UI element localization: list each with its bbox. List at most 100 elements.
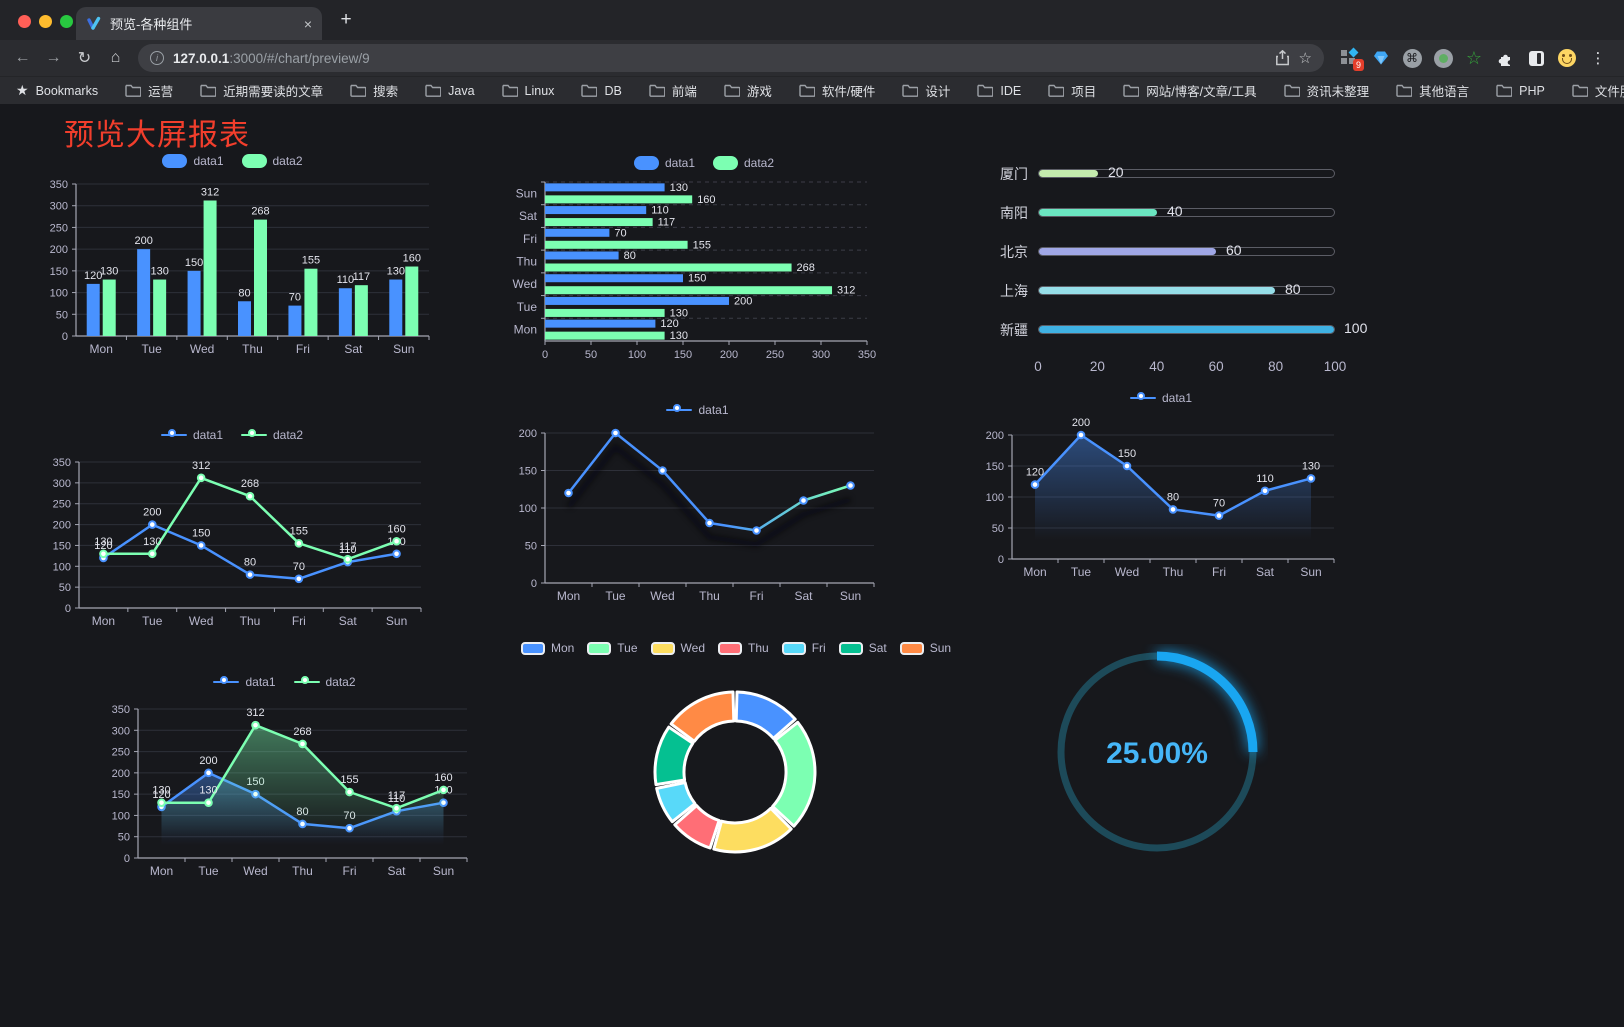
- svg-text:130: 130: [387, 266, 405, 278]
- bookmark-folder-2[interactable]: 搜索: [350, 81, 398, 100]
- bookmark-folder-12[interactable]: 网站/博客/文章/工具: [1123, 81, 1257, 100]
- address-bar[interactable]: i 127.0.0.1:3000/#/chart/preview/9 ☆: [138, 44, 1324, 72]
- svg-text:268: 268: [293, 726, 311, 738]
- legend-item-Sat[interactable]: Sat: [838, 641, 887, 655]
- extension-area: 9 ⌘ ☆ ⋮: [1332, 47, 1616, 71]
- legend-item-data1[interactable]: data1: [162, 154, 224, 168]
- legend-item-Thu[interactable]: Thu: [718, 641, 769, 655]
- legend-item-Mon[interactable]: Mon: [520, 641, 574, 655]
- line-two-canvas: 0 50 100 150 200 250 300 350 Mon Tue Wed Thu Fri Sat S…: [53, 457, 422, 628]
- svg-text:Sun: Sun: [1300, 565, 1321, 579]
- forward-icon[interactable]: →: [45, 49, 62, 66]
- svg-text:200: 200: [734, 295, 752, 307]
- svg-text:120: 120: [660, 318, 678, 330]
- close-window-button[interactable]: [18, 15, 31, 28]
- page-title: 预览大屏报表: [64, 119, 250, 152]
- emoji-extension-icon[interactable]: [1557, 48, 1577, 68]
- extension-record-icon[interactable]: [1433, 48, 1453, 68]
- bookmark-folder-3[interactable]: Java: [425, 81, 475, 100]
- legend-item-Wed[interactable]: Wed: [650, 641, 705, 655]
- bookmark-folder-11[interactable]: 项目: [1048, 81, 1096, 100]
- legend-item-Tue[interactable]: Tue: [587, 641, 638, 655]
- legend-item-data1[interactable]: data1: [666, 403, 729, 417]
- bookmark-folder-0[interactable]: 运营: [125, 81, 173, 100]
- svg-text:Mon: Mon: [90, 342, 113, 356]
- site-info-icon[interactable]: i: [150, 51, 164, 65]
- folder-icon: [724, 84, 740, 97]
- folder-icon: [350, 84, 367, 97]
- folder-icon: [1283, 84, 1300, 97]
- bookmark-folder-15[interactable]: PHP: [1496, 81, 1545, 100]
- legend-item-data1[interactable]: data1: [1129, 391, 1192, 405]
- chart-legend: data1: [972, 385, 1350, 411]
- bookmark-folder-1[interactable]: 近期需要读的文章: [200, 81, 323, 100]
- svg-text:110: 110: [1256, 473, 1274, 485]
- extension-gem-icon[interactable]: [1371, 48, 1391, 68]
- area-two-canvas: 0 50 100 150 200 250 300 350 Mon Tue Wed Thu Fri Sat S…: [112, 704, 468, 878]
- svg-text:100: 100: [53, 561, 71, 573]
- progress-value: 100: [1344, 320, 1368, 336]
- svg-text:110: 110: [388, 793, 406, 805]
- legend-item-data2[interactable]: data2: [241, 428, 303, 442]
- legend-item-data2[interactable]: data2: [241, 154, 303, 168]
- donut-chart: Mon Tue Wed Thu Fri Sat Sun: [520, 635, 951, 883]
- legend-item-data1[interactable]: data1: [633, 156, 695, 170]
- sidebar-toggle-icon[interactable]: [1526, 48, 1546, 68]
- bookmark-folder-13[interactable]: 资讯未整理: [1283, 81, 1369, 100]
- folder-icon: [425, 84, 442, 97]
- home-icon[interactable]: ⌂: [110, 49, 121, 66]
- svg-text:200: 200: [519, 428, 537, 440]
- legend-item-Sun[interactable]: Sun: [899, 641, 951, 655]
- browser-tab[interactable]: 预览-各种组件 ×: [76, 7, 322, 40]
- bar-grouped-canvas: 0 50 100 150 200 250 300 350 Mon Tue Wed Thu Fri Sat S…: [50, 179, 430, 356]
- gauge-chart: 25.00%: [1046, 644, 1268, 864]
- extension-star-icon[interactable]: ☆: [1465, 48, 1483, 68]
- bookmark-folder-14[interactable]: 其他语言: [1396, 81, 1469, 100]
- extension-grid-icon[interactable]: 9: [1340, 47, 1364, 71]
- bookmark-star-icon[interactable]: ☆: [1298, 50, 1312, 67]
- svg-text:130: 130: [670, 330, 688, 342]
- bookmark-folder-4[interactable]: Linux: [501, 81, 554, 100]
- legend-item-data1[interactable]: data1: [213, 675, 276, 689]
- svg-text:110: 110: [337, 274, 355, 286]
- legend-item-Fri[interactable]: Fri: [781, 641, 826, 655]
- maximize-window-button[interactable]: [60, 15, 73, 28]
- bookmark-folder-9[interactable]: 设计: [902, 81, 950, 100]
- bookmark-folder-16[interactable]: 文件服务器: [1572, 81, 1624, 100]
- single-series-area-chart: data1 0 50 100 150 200 Mon Tue Wed Thu Fri Sat Sun 12…: [972, 385, 1350, 585]
- back-icon[interactable]: ←: [14, 49, 31, 66]
- svg-text:Tue: Tue: [1071, 565, 1092, 579]
- svg-text:50: 50: [992, 523, 1004, 535]
- toolbar: ← → ↻ ⌂ i 127.0.0.1:3000/#/chart/preview…: [0, 40, 1624, 76]
- svg-text:130: 130: [94, 536, 112, 548]
- bookmark-folder-10[interactable]: IDE: [977, 81, 1021, 100]
- legend-item-data2[interactable]: data2: [293, 675, 356, 689]
- progress-label: 新疆: [1000, 321, 1028, 338]
- bookmark-folder-5[interactable]: DB: [581, 81, 622, 100]
- legend-item-data1[interactable]: data1: [160, 428, 223, 442]
- bookmarks-manager[interactable]: ★ Bookmarks: [16, 82, 98, 99]
- reload-icon[interactable]: ↻: [77, 50, 92, 67]
- extensions-puzzle-icon[interactable]: [1495, 48, 1515, 68]
- bookmark-folder-8[interactable]: 软件/硬件: [799, 81, 875, 100]
- bookmark-folder-7[interactable]: 游戏: [724, 81, 772, 100]
- svg-text:Thu: Thu: [699, 589, 720, 603]
- chart-legend: data1 data2: [505, 150, 903, 176]
- svg-text:150: 150: [688, 273, 706, 285]
- bookmark-folder-6[interactable]: 前端: [649, 81, 697, 100]
- browser-menu-icon[interactable]: ⋮: [1590, 50, 1606, 67]
- share-icon[interactable]: [1275, 50, 1290, 66]
- legend-item-data2[interactable]: data2: [713, 156, 774, 170]
- svg-text:155: 155: [290, 525, 308, 537]
- svg-text:Sun: Sun: [393, 342, 414, 356]
- extension-command-icon[interactable]: ⌘: [1402, 48, 1422, 68]
- minimize-window-button[interactable]: [39, 15, 52, 28]
- svg-text:Fri: Fri: [343, 864, 357, 878]
- tab-close-icon[interactable]: ×: [303, 15, 312, 32]
- progress-label: 北京: [1000, 243, 1028, 260]
- traffic-lights: [18, 15, 73, 28]
- svg-text:350: 350: [50, 179, 68, 191]
- url-text[interactable]: 127.0.0.1:3000/#/chart/preview/9: [173, 50, 370, 66]
- new-tab-button[interactable]: +: [340, 9, 352, 30]
